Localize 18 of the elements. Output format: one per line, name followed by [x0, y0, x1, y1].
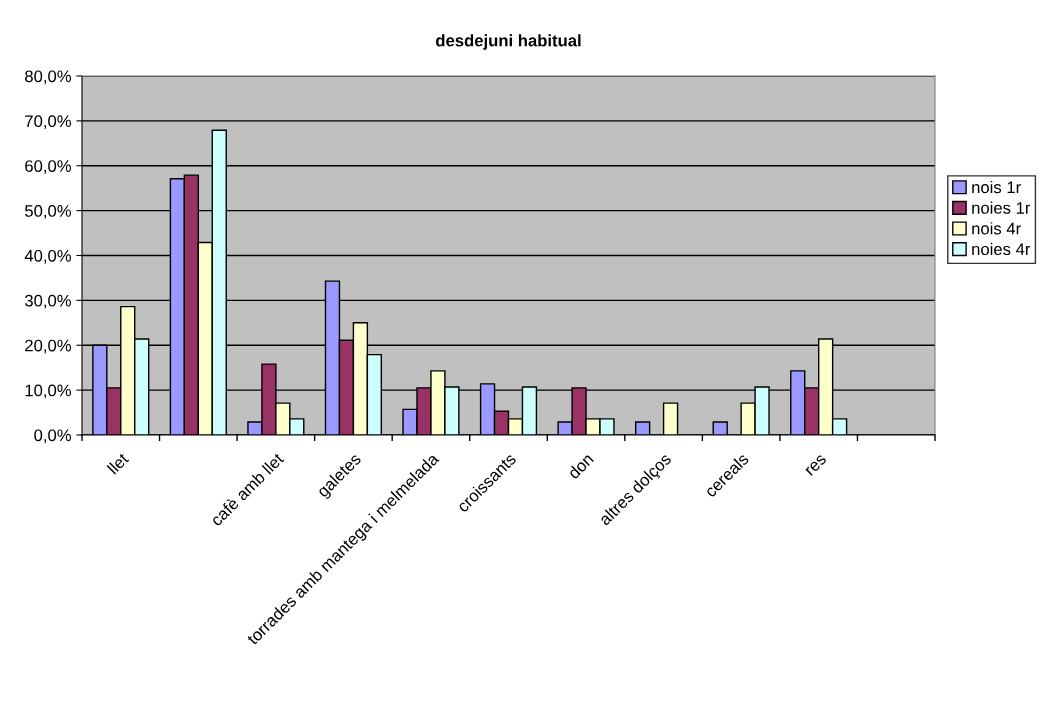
x-tick-label: cafè amb llet [209, 451, 285, 527]
legend-label: noies 1r [972, 201, 1031, 214]
y-tick-label: 50,0% [24, 205, 71, 219]
y-tick-label: 0,0% [34, 429, 71, 444]
x-tick-label: llet [106, 451, 130, 475]
y-tick-label: 70,0% [25, 115, 71, 130]
chart-title: desdejuni habitual [436, 34, 581, 50]
legend-label: noies 4r [972, 242, 1031, 256]
legend-label: nois 4r [972, 222, 1021, 235]
y-tick-label: 60,0% [25, 160, 71, 174]
y-tick-label: 80,0% [25, 70, 71, 85]
y-tick-label: 10,0% [25, 384, 71, 399]
legend-label: nois 1r [972, 180, 1021, 194]
y-tick-label: 30,0% [24, 294, 71, 309]
y-tick-label: 40,0% [24, 249, 71, 264]
x-tick-label: res [805, 454, 827, 476]
y-tick-label: 20,0% [25, 339, 71, 354]
x-tick-label: don [566, 452, 594, 480]
